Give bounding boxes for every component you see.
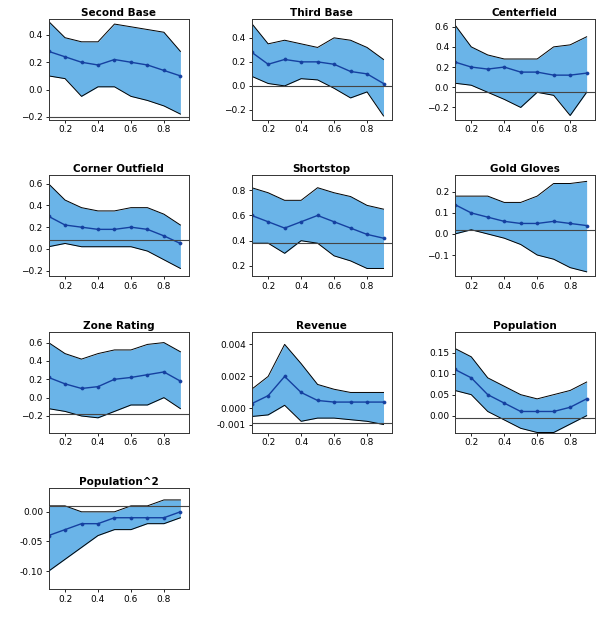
Title: Gold Gloves: Gold Gloves (490, 164, 560, 174)
Title: Centerfield: Centerfield (492, 8, 558, 18)
Title: Population: Population (493, 321, 557, 331)
Title: Zone Rating: Zone Rating (83, 321, 154, 331)
Title: Third Base: Third Base (290, 8, 353, 18)
Title: Shortstop: Shortstop (293, 164, 351, 174)
Title: Second Base: Second Base (81, 8, 156, 18)
Title: Revenue: Revenue (296, 321, 347, 331)
Title: Population^2: Population^2 (79, 477, 158, 487)
Title: Corner Outfield: Corner Outfield (73, 164, 164, 174)
